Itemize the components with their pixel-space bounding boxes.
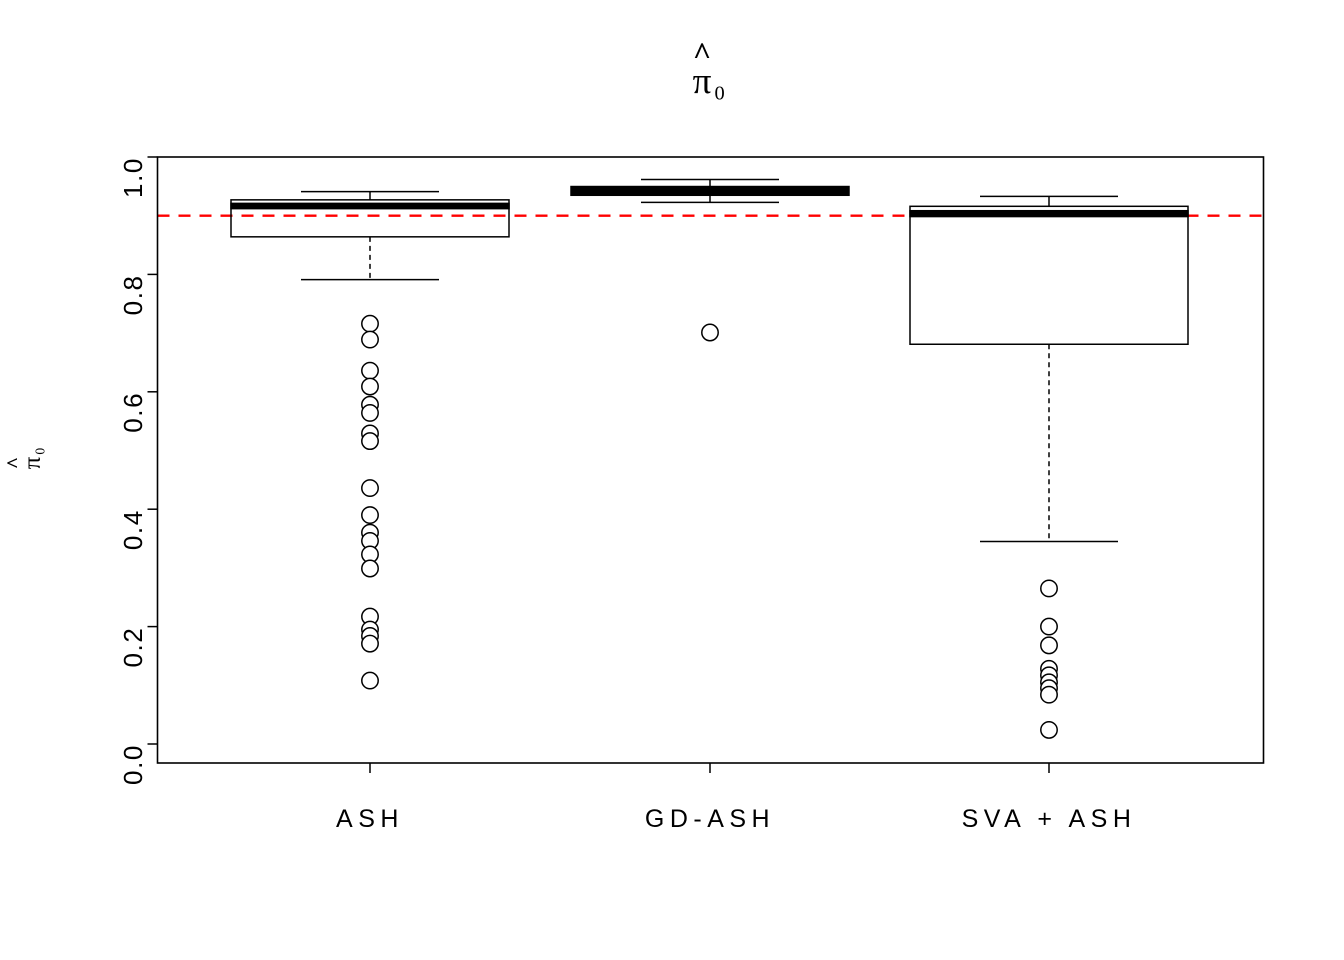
svg-text:0: 0 (32, 448, 47, 455)
svg-text:GD-ASH: GD-ASH (645, 805, 775, 833)
svg-text:1.0: 1.0 (118, 157, 148, 198)
svg-text:0.4: 0.4 (118, 509, 148, 550)
svg-text:0.8: 0.8 (118, 274, 148, 315)
svg-text:SVA + ASH: SVA + ASH (962, 805, 1137, 833)
svg-text:0.6: 0.6 (118, 392, 148, 433)
svg-text:π: π (693, 61, 712, 102)
svg-text:0: 0 (715, 83, 725, 105)
svg-text:π: π (19, 456, 46, 469)
svg-text:ASH: ASH (336, 805, 404, 833)
svg-text:0.0: 0.0 (118, 744, 148, 785)
svg-text:0.2: 0.2 (118, 627, 148, 668)
